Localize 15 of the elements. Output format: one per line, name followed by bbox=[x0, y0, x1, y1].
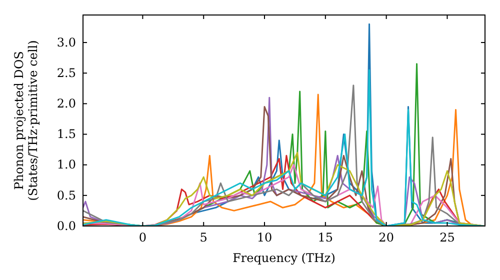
y-axis-title: Phonon projected DOS (States/THz·primitive cell) bbox=[12, 40, 40, 201]
y-tick-label: 2.0 bbox=[56, 96, 76, 111]
y-tick-label: 3.0 bbox=[56, 35, 76, 50]
x-tick-label: 10 bbox=[256, 230, 272, 245]
y-tick-label: 0.0 bbox=[56, 218, 76, 233]
x-tick-label: 5 bbox=[200, 230, 208, 245]
x-axis-title: Frequency (THz) bbox=[232, 251, 336, 265]
x-tick-label: 20 bbox=[378, 230, 394, 245]
y-tick-label: 2.5 bbox=[56, 66, 76, 80]
x-tick-label: 25 bbox=[440, 230, 455, 245]
y-tick-label: 1.0 bbox=[56, 158, 76, 172]
x-tick-label: 0 bbox=[138, 230, 147, 245]
y-tick-label: 1.5 bbox=[56, 127, 76, 142]
y-tick-label: 0.5 bbox=[56, 188, 76, 202]
x-tick-label: 15 bbox=[318, 230, 334, 245]
